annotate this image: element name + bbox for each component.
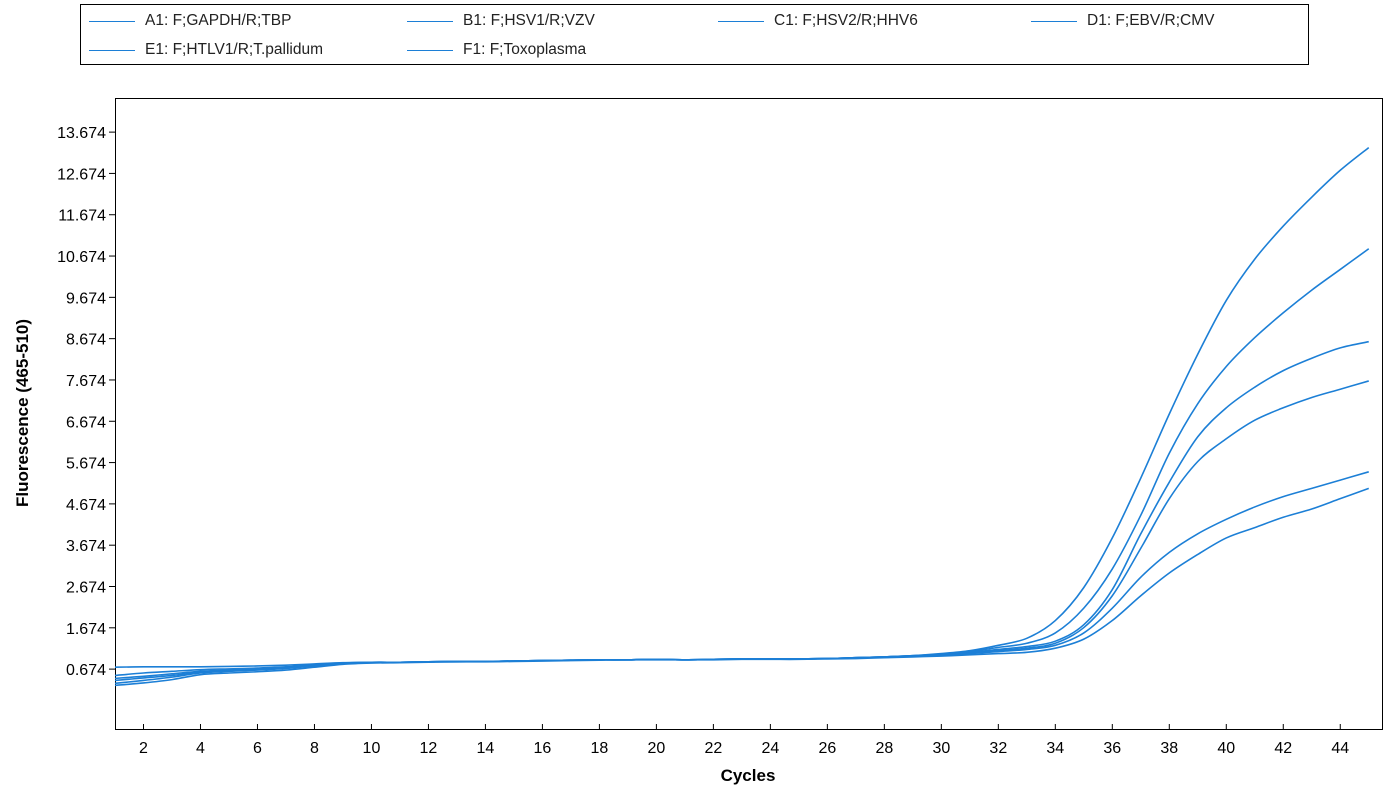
series-lines xyxy=(114,146,1370,687)
x-tick-label: 8 xyxy=(310,740,319,757)
x-tick-label: 42 xyxy=(1274,740,1292,757)
x-tick-label: 34 xyxy=(1046,740,1064,757)
x-axis-title: Cycles xyxy=(721,766,776,785)
y-tick-label: 6.674 xyxy=(66,414,106,431)
series-line-1 xyxy=(114,146,1370,669)
legend-swatch xyxy=(718,20,764,22)
x-tick-label: 24 xyxy=(761,740,779,757)
legend-item: A1: F;GAPDH/R;TBP xyxy=(89,11,291,31)
legend-label: D1: F;EBV/R;CMV xyxy=(1087,12,1215,29)
x-tick-label: 40 xyxy=(1217,740,1235,757)
x-tick-label: 38 xyxy=(1160,740,1178,757)
plot-area xyxy=(115,98,1383,730)
y-tick-label: 13.674 xyxy=(57,125,106,142)
series-line-3 xyxy=(114,340,1369,680)
y-tick-label: 7.674 xyxy=(66,373,106,390)
x-tick-label: 2 xyxy=(139,740,148,757)
x-tick-label: 22 xyxy=(704,740,722,757)
legend-label: B1: F;HSV1/R;VZV xyxy=(463,12,595,29)
y-tick-label: 0.674 xyxy=(66,662,106,679)
y-tick-label: 3.674 xyxy=(66,538,106,555)
y-tick-label: 5.674 xyxy=(66,456,106,473)
legend-swatch xyxy=(1031,20,1077,22)
legend-item: C1: F;HSV2/R;HHV6 xyxy=(718,11,918,31)
x-tick-label: 28 xyxy=(875,740,893,757)
x-tick-label: 32 xyxy=(989,740,1007,757)
series-line-4 xyxy=(114,380,1369,682)
x-tick-label: 12 xyxy=(420,740,438,757)
y-tick-label: 2.674 xyxy=(66,579,106,596)
x-tick-label: 26 xyxy=(818,740,836,757)
legend-swatch xyxy=(407,20,453,22)
legend-swatch xyxy=(89,20,135,22)
x-tick-label: 6 xyxy=(253,740,262,757)
y-tick-label: 12.674 xyxy=(57,166,106,183)
series-line-6 xyxy=(114,487,1370,687)
x-axis-ticks: 2 4 6 8 10 12 14 16 18 20 22 24 26 28 30 32 34 36 38 40 42 44 xyxy=(139,724,1349,757)
legend-item: D1: F;EBV/R;CMV xyxy=(1031,11,1214,31)
x-tick-label: 16 xyxy=(534,740,552,757)
series-line-5 xyxy=(114,471,1369,685)
y-axis-title: Fluorescence (465-510) xyxy=(13,319,32,507)
chart-legend: A1: F;GAPDH/R;TBP B1: F;HSV1/R;VZV C1: F… xyxy=(80,4,1309,65)
x-tick-label: 4 xyxy=(196,740,205,757)
y-tick-label: 1.674 xyxy=(66,621,106,638)
x-tick-label: 36 xyxy=(1103,740,1121,757)
x-tick-label: 14 xyxy=(477,740,495,757)
legend-swatch xyxy=(89,49,135,51)
y-tick-label: 8.674 xyxy=(66,332,106,349)
x-tick-label: 18 xyxy=(591,740,609,757)
y-tick-label: 9.674 xyxy=(66,290,106,307)
legend-item: F1: F;Toxoplasma xyxy=(407,40,586,60)
x-tick-label: 30 xyxy=(932,740,950,757)
y-axis-ticks: 0.674 1.674 2.674 3.674 4.674 5.674 6.674 7.674… xyxy=(57,125,115,679)
y-tick-label: 10.674 xyxy=(57,249,106,266)
x-tick-label: 20 xyxy=(647,740,665,757)
x-tick-label: 44 xyxy=(1331,740,1349,757)
x-tick-label: 10 xyxy=(363,740,381,757)
legend-item: B1: F;HSV1/R;VZV xyxy=(407,11,595,31)
legend-swatch xyxy=(407,49,453,51)
y-tick-label: 11.674 xyxy=(58,208,106,225)
legend-item: E1: F;HTLV1/R;T.pallidum xyxy=(89,40,323,60)
legend-label: C1: F;HSV2/R;HHV6 xyxy=(774,12,918,29)
legend-label: A1: F;GAPDH/R;TBP xyxy=(145,12,292,29)
legend-label: E1: F;HTLV1/R;T.pallidum xyxy=(145,41,324,58)
legend-label: F1: F;Toxoplasma xyxy=(463,41,587,58)
y-tick-label: 4.674 xyxy=(66,497,106,514)
